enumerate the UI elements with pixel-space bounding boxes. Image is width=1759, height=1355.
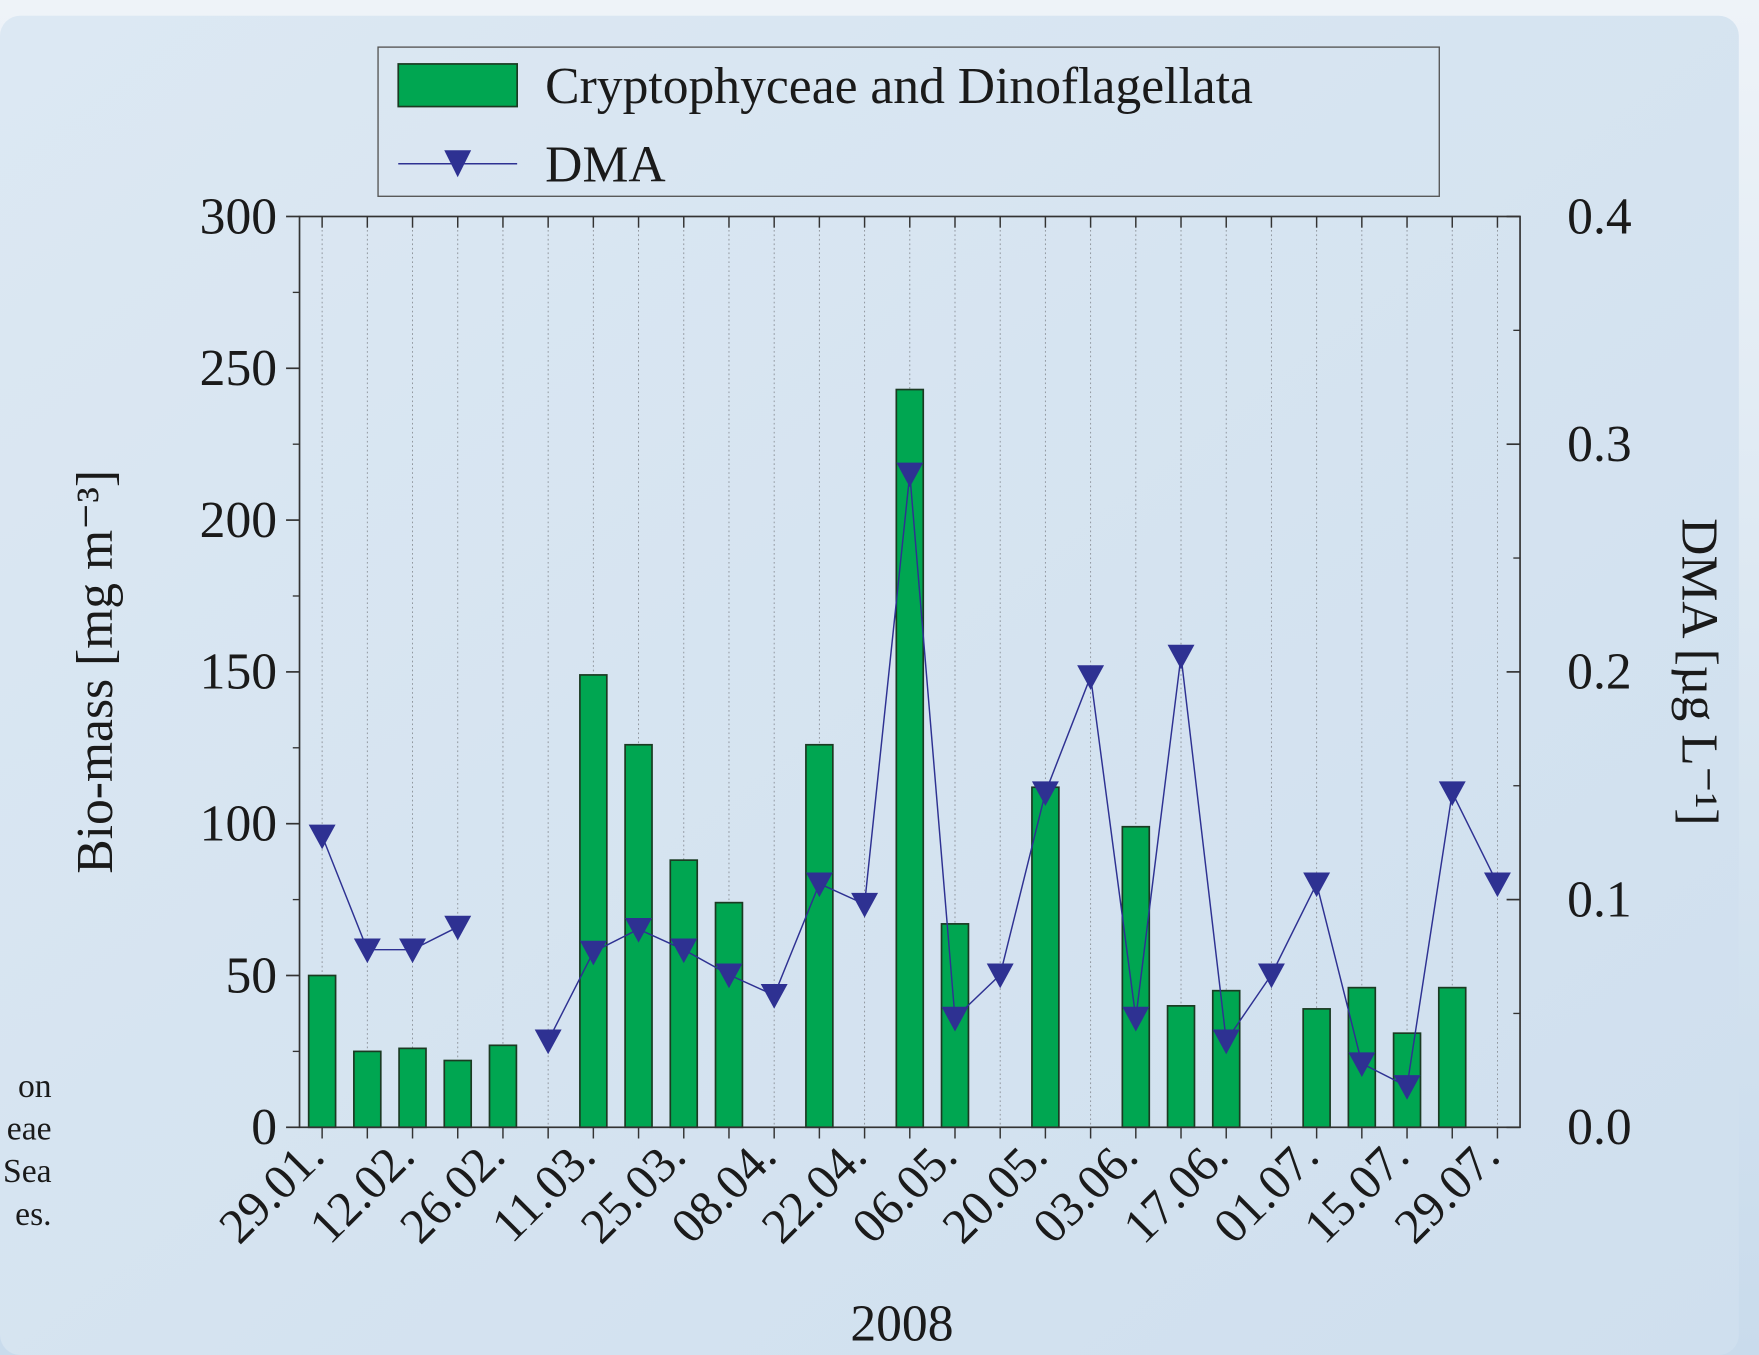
marker <box>896 462 924 488</box>
y2-tick-label: 0.4 <box>1567 188 1632 245</box>
bar <box>805 743 834 1129</box>
marker <box>625 917 653 943</box>
marker <box>851 892 879 918</box>
bar <box>895 388 925 1129</box>
bar <box>1437 986 1467 1129</box>
marker <box>941 1006 969 1032</box>
caption-fragment: on <box>18 1068 52 1105</box>
caption-fragment: Sea <box>3 1153 52 1190</box>
legend-label: Cryptophyceae and Dinoflagellata <box>545 58 1253 115</box>
legend-label: DMA <box>545 137 665 194</box>
marker <box>1212 1029 1240 1055</box>
marker <box>1167 644 1195 670</box>
marker <box>1077 665 1105 690</box>
bar <box>579 674 608 1129</box>
caption-fragment: es. <box>15 1196 51 1233</box>
bar <box>714 901 744 1129</box>
marker <box>444 915 472 941</box>
y-tick-label: 150 <box>200 644 277 701</box>
caption-fragment: eae <box>7 1111 52 1148</box>
y-tick-label: 250 <box>200 340 277 397</box>
bar <box>488 1044 518 1129</box>
y-tick-label: 100 <box>200 796 277 853</box>
marker <box>986 963 1014 989</box>
bar <box>1121 825 1151 1129</box>
bar <box>1031 786 1060 1129</box>
marker <box>670 938 698 964</box>
legend-swatch <box>397 63 518 108</box>
y2-tick-label: 0.1 <box>1567 871 1632 928</box>
marker <box>1257 963 1285 989</box>
y2-axis-label: DMA [µg L⁻¹] <box>1671 518 1728 825</box>
y-tick-label: 200 <box>200 492 277 549</box>
y2-tick-label: 0.3 <box>1567 416 1632 473</box>
legend-box <box>377 46 1440 197</box>
marker <box>1303 872 1331 898</box>
marker <box>1122 1006 1150 1032</box>
y2-tick-label: 0.2 <box>1567 644 1632 701</box>
y2-tick-label: 0.0 <box>1567 1099 1632 1156</box>
y-axis-label: Bio-mass [mg m⁻³] <box>67 470 124 874</box>
marker <box>1348 1052 1376 1078</box>
marker <box>805 872 833 898</box>
marker <box>760 984 788 1009</box>
marker <box>1438 781 1466 807</box>
marker <box>353 938 381 964</box>
marker <box>308 824 336 850</box>
marker <box>1393 1075 1421 1100</box>
bar <box>353 1050 382 1129</box>
marker <box>1483 872 1511 898</box>
x-axis-label: 2008 <box>850 1295 953 1352</box>
bar <box>1302 1008 1331 1129</box>
marker <box>579 940 607 966</box>
bar <box>398 1047 427 1129</box>
y-tick-label: 0 <box>251 1099 277 1156</box>
bar <box>307 974 337 1129</box>
y-tick-label: 300 <box>200 188 277 245</box>
line <box>321 473 1499 1088</box>
marker <box>715 963 743 989</box>
bar <box>1166 1005 1196 1129</box>
bar <box>669 859 699 1129</box>
marker <box>534 1029 562 1055</box>
legend-marker <box>444 150 472 178</box>
bar <box>443 1059 473 1129</box>
marker <box>1031 781 1059 807</box>
bar <box>1211 989 1241 1129</box>
marker <box>399 938 426 964</box>
y-tick-label: 50 <box>225 947 277 1004</box>
